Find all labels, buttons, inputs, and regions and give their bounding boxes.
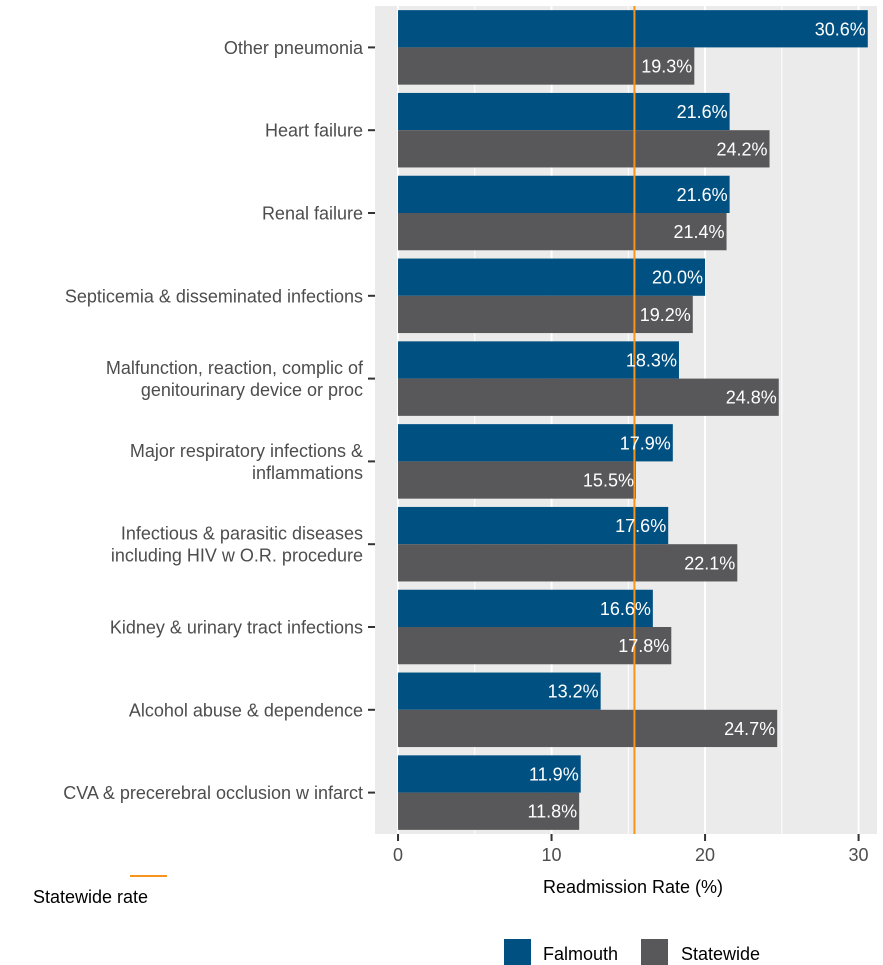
category-label: CVA & precerebral occlusion w infarct bbox=[63, 783, 363, 803]
x-tick-label: 20 bbox=[695, 845, 715, 865]
bar-statewide bbox=[398, 213, 727, 251]
category-label: Infectious & parasitic diseases including… bbox=[111, 524, 363, 566]
data-label-falmouth: 13.2% bbox=[548, 682, 599, 702]
data-label-falmouth: 21.6% bbox=[677, 102, 728, 122]
bar-falmouth bbox=[398, 341, 679, 379]
legend-label-falmouth: Falmouth bbox=[543, 944, 618, 964]
data-label-statewide: 21.4% bbox=[674, 222, 725, 242]
bar-falmouth bbox=[398, 92, 730, 131]
data-label-falmouth: 20.0% bbox=[652, 268, 703, 288]
bar-falmouth bbox=[398, 424, 673, 462]
category-label: Other pneumonia bbox=[224, 38, 364, 58]
data-label-falmouth: 21.6% bbox=[677, 185, 728, 205]
bar-statewide bbox=[398, 792, 580, 830]
data-label-statewide: 19.3% bbox=[641, 57, 692, 77]
bar-statewide bbox=[398, 47, 695, 85]
bar-statewide bbox=[398, 461, 636, 499]
bar-statewide bbox=[398, 295, 693, 334]
x-axis: 0 10 20 30 bbox=[393, 834, 869, 865]
x-axis-title: Readmission Rate (%) bbox=[543, 877, 723, 897]
bar-statewide bbox=[398, 709, 778, 748]
bar-falmouth bbox=[398, 506, 669, 545]
data-label-statewide: 22.1% bbox=[684, 553, 735, 573]
category-label: Heart failure bbox=[265, 121, 363, 141]
data-label-statewide: 24.8% bbox=[726, 388, 777, 408]
bar-statewide bbox=[398, 130, 770, 168]
data-label-statewide: 15.5% bbox=[583, 471, 634, 491]
bars bbox=[398, 10, 868, 830]
data-label-statewide: 17.8% bbox=[618, 636, 669, 656]
bar-falmouth bbox=[398, 755, 581, 793]
reference-line-legend: Statewide rate bbox=[33, 875, 167, 907]
category-label: Kidney & urinary tract infections bbox=[110, 618, 363, 638]
bar-falmouth bbox=[398, 589, 653, 627]
bar-falmouth bbox=[398, 258, 706, 296]
reference-line-legend-label: Statewide rate bbox=[33, 887, 148, 907]
category-label: Alcohol abuse & dependence bbox=[129, 700, 363, 720]
data-label-falmouth: 16.6% bbox=[600, 599, 651, 619]
category-label: Malfunction, reaction, complic of genitou… bbox=[106, 358, 364, 400]
category-label: Septicemia & disseminated infections bbox=[65, 286, 363, 306]
legend-label-statewide: Statewide bbox=[681, 944, 760, 964]
data-label-statewide: 19.2% bbox=[640, 305, 691, 325]
category-label: Renal failure bbox=[262, 204, 363, 224]
data-labels: 30.6% 19.3% 21.6% 24.2% 21.6% 21.4% 20.0% 19.2%… bbox=[527, 19, 865, 821]
series-legend: Falmouth Statewide bbox=[504, 939, 760, 965]
bar-statewide bbox=[398, 378, 779, 416]
x-tick-label: 0 bbox=[393, 845, 403, 865]
data-label-statewide: 24.7% bbox=[724, 719, 775, 739]
data-label-falmouth: 17.9% bbox=[620, 433, 671, 453]
data-label-falmouth: 18.3% bbox=[626, 350, 677, 370]
data-label-statewide: 24.2% bbox=[716, 139, 767, 159]
x-tick-label: 30 bbox=[849, 845, 869, 865]
legend-key-falmouth bbox=[504, 939, 531, 965]
data-label-falmouth: 11.9% bbox=[529, 764, 579, 784]
legend-key-statewide bbox=[641, 939, 668, 965]
data-label-falmouth: 30.6% bbox=[815, 19, 866, 39]
data-label-falmouth: 17.6% bbox=[615, 516, 666, 536]
bar-falmouth bbox=[398, 10, 868, 48]
data-label-statewide: 11.8% bbox=[527, 802, 577, 822]
category-label: Major respiratory infections & inflammati… bbox=[130, 441, 363, 483]
y-axis: Other pneumonia Heart failure Renal failur… bbox=[63, 38, 375, 803]
x-tick-label: 10 bbox=[542, 845, 562, 865]
bar-statewide bbox=[398, 627, 672, 665]
bar-falmouth bbox=[398, 175, 730, 213]
bar-falmouth bbox=[398, 672, 601, 710]
bar-statewide bbox=[398, 544, 738, 582]
